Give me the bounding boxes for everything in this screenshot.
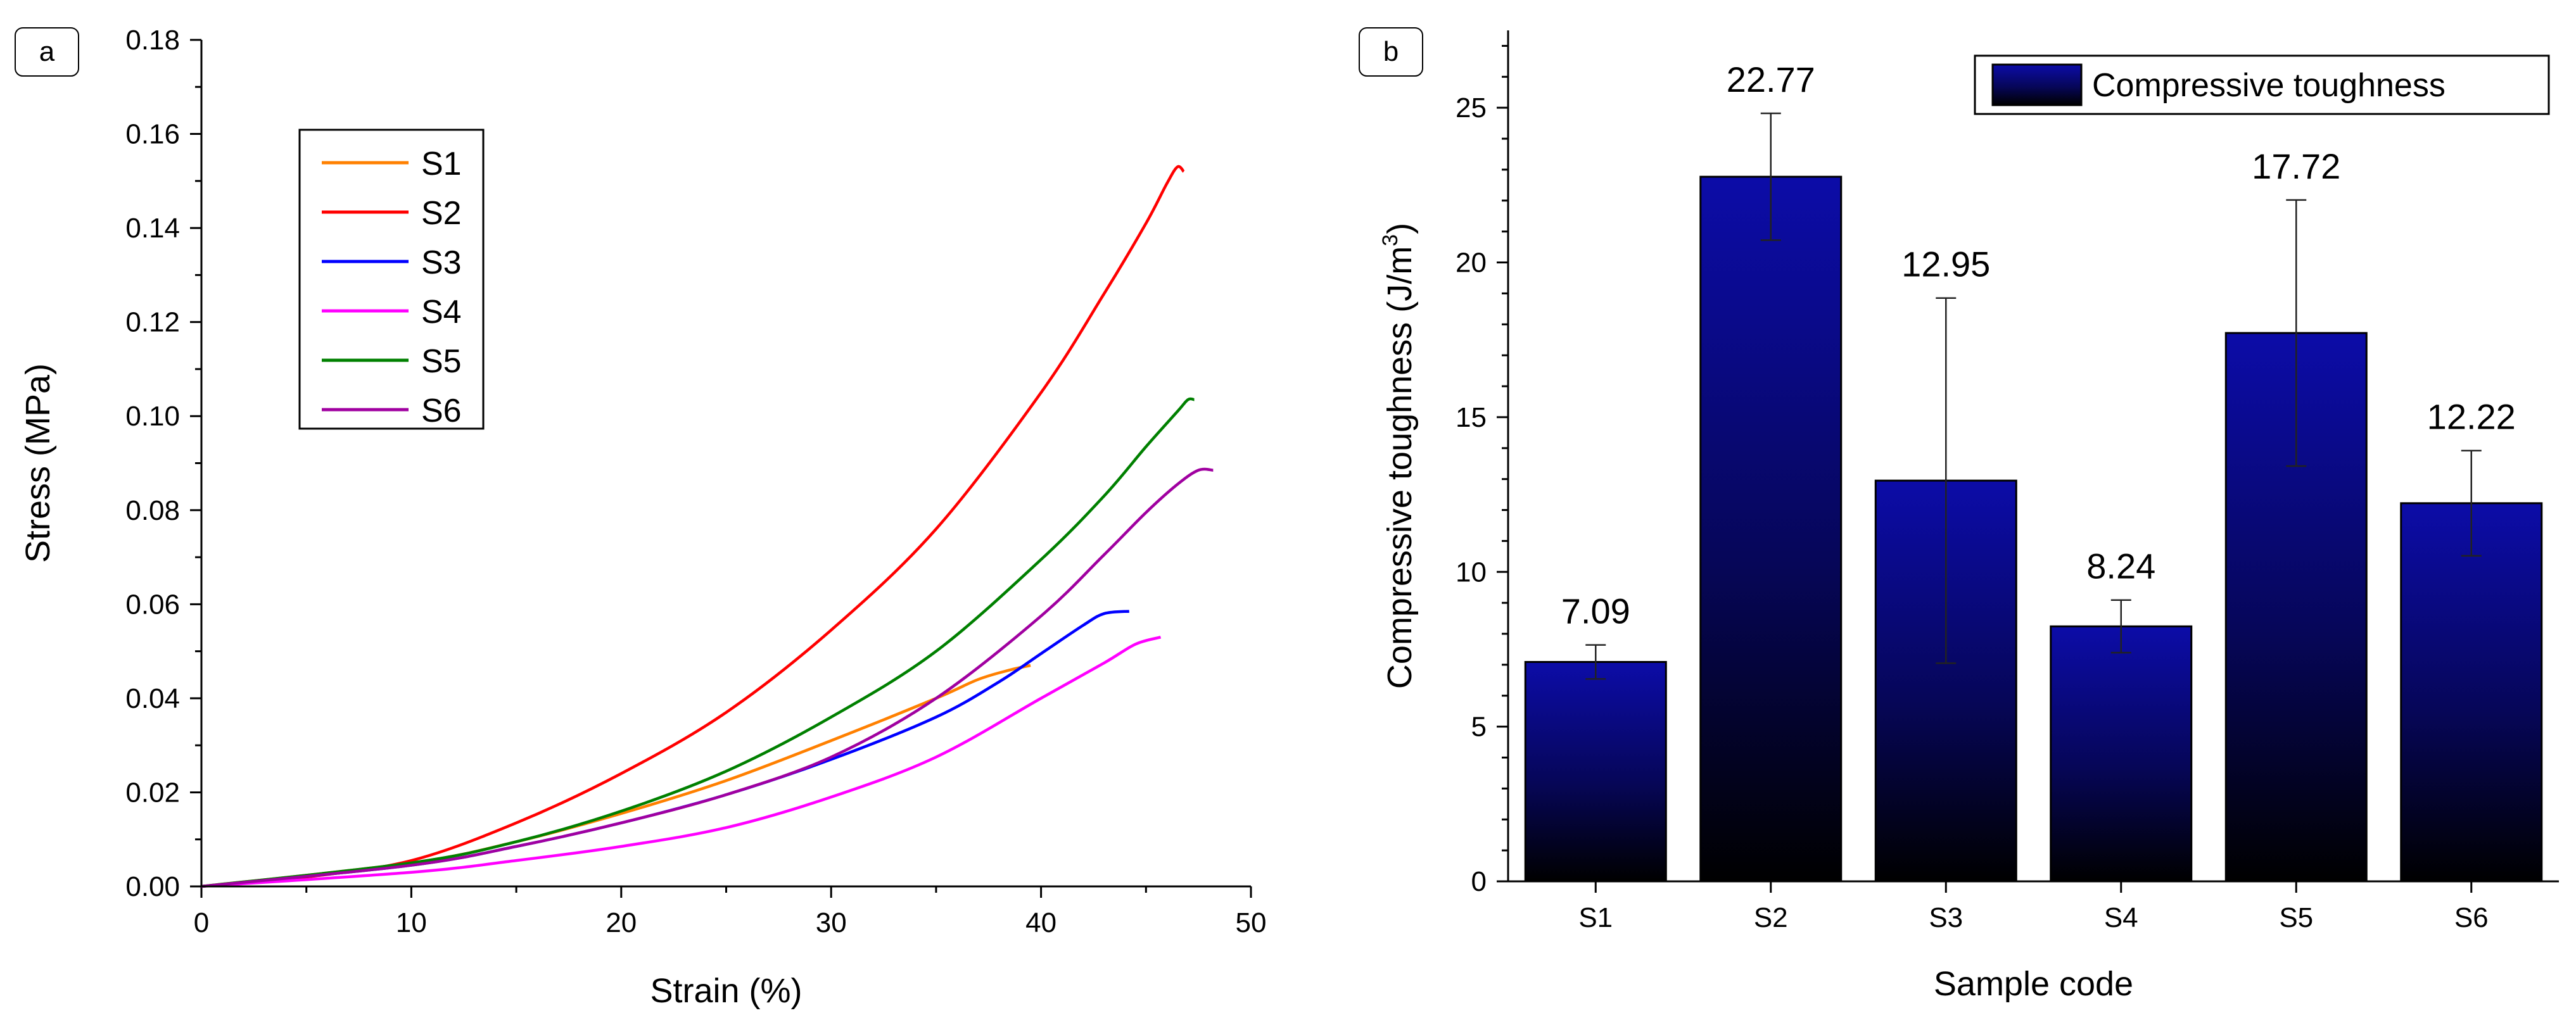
panel-a-y-tick-label: 0.02 (125, 777, 180, 808)
value-label-s3: 12.95 (1901, 244, 1990, 284)
panel-a-label: a (15, 27, 79, 77)
svg-text:b: b (1383, 36, 1399, 67)
panel-b-bars: 7.09 22.77 12.95 8.24 17.72 12.22 (1524, 60, 2543, 883)
panel-a-series (201, 165, 1214, 888)
legend-label-s4: S4 (421, 294, 462, 331)
panel-a-x-axis-label: Strain (%) (650, 972, 802, 1010)
value-label-s2: 22.77 (1727, 60, 1815, 99)
panel-a-legend: S1 S2 S3 S4 S5 S6 (298, 129, 485, 430)
series-line-s4 (201, 636, 1162, 888)
category-label-s6: S6 (2454, 902, 2489, 933)
panel-a-x-tick-label: 40 (1025, 907, 1056, 938)
panel-b-label: b (1359, 27, 1423, 77)
panel-a-y-tick-label: 0.16 (125, 119, 180, 150)
category-label-s4: S4 (2104, 902, 2138, 933)
panel-a-x-tick-label: 50 (1236, 907, 1267, 938)
panel-b-ticks: 0 5 10 15 20 25 S1 S2 S3 S4 S5 S6 (1456, 44, 2489, 933)
panel-b-y-tick-label: 25 (1456, 92, 1487, 123)
value-label-s1: 7.09 (1561, 591, 1630, 631)
panel-a-y-tick-label: 0.14 (125, 213, 180, 244)
panel-a-y-axis-label: Stress (MPa) (19, 363, 57, 563)
category-label-s2: S2 (1754, 902, 1788, 933)
legend-label-s2: S2 (421, 195, 462, 232)
series-line-s2 (201, 165, 1185, 888)
legend-label-compressive-toughness: Compressive toughness (2092, 67, 2446, 104)
panel-a-x-tick-label: 0 (194, 907, 209, 938)
panel-b-x-axis-label: Sample code (1934, 965, 2133, 1003)
bar-s2 (1699, 175, 1843, 883)
bar-s1 (1524, 660, 1667, 883)
panel-a-y-tick-label: 0.04 (125, 683, 180, 714)
category-label-s3: S3 (1929, 902, 1963, 933)
panel-b-y-tick-label: 10 (1456, 557, 1487, 588)
bar-s6 (2400, 502, 2543, 883)
panel-b-bar-chart: b 0 5 10 15 20 25 S1 S2 S3 S4 S5 S6 7.09 22.77 12.95 8… (1359, 27, 2559, 1003)
panel-a-y-tick-label: 0.06 (125, 589, 180, 620)
panel-a-y-tick-label: 0.12 (125, 307, 180, 338)
legend-label-s3: S3 (421, 244, 462, 281)
panel-a-axes (200, 40, 1251, 888)
panel-a-line-chart: a 0 10 20 30 40 50 0.00 0.02 0.04 0.06 0.08 0.10 0.1… (15, 25, 1266, 1010)
value-label-s4: 8.24 (2086, 546, 2155, 586)
panel-a-ticks: 0 10 20 30 40 50 0.00 0.02 0.04 0.06 0.08 0.10 0.12 0… (125, 25, 1266, 938)
series-line-s5 (201, 397, 1195, 888)
legend-label-s5: S5 (421, 343, 462, 380)
svg-text:a: a (39, 36, 55, 67)
panel-a-x-tick-label: 30 (816, 907, 847, 938)
panel-b-y-tick-label: 20 (1456, 248, 1487, 279)
panel-a-x-tick-label: 20 (606, 907, 637, 938)
panel-a-y-tick-label: 0.08 (125, 495, 180, 526)
panel-a-x-tick-label: 10 (396, 907, 427, 938)
panel-a-legend-box (298, 129, 485, 430)
panel-b-y-tick-label: 15 (1456, 402, 1487, 433)
panel-b-y-tick-label: 5 (1471, 712, 1487, 743)
panel-b-axes (1507, 30, 2559, 883)
panel-b-y-axis-label: Compressive toughness (J/m3) (1378, 223, 1419, 689)
legend-swatch-compressive-toughness (1991, 63, 2083, 106)
category-label-s1: S1 (1578, 902, 1613, 933)
panel-b-legend: Compressive toughness (1974, 54, 2550, 115)
panel-a-y-tick-label: 0.10 (125, 401, 180, 432)
legend-label-s6: S6 (421, 393, 462, 429)
panel-a-y-tick-label: 0.00 (125, 871, 180, 902)
series-line-s6 (201, 467, 1214, 888)
bar-s4 (2050, 625, 2193, 883)
panel-b-y-tick-label: 0 (1471, 866, 1487, 897)
value-label-s5: 17.72 (2252, 146, 2340, 186)
legend-label-s1: S1 (421, 146, 462, 182)
value-label-s6: 12.22 (2427, 397, 2516, 437)
panel-a-y-tick-label: 0.18 (125, 25, 180, 56)
category-label-s5: S5 (2279, 902, 2313, 933)
